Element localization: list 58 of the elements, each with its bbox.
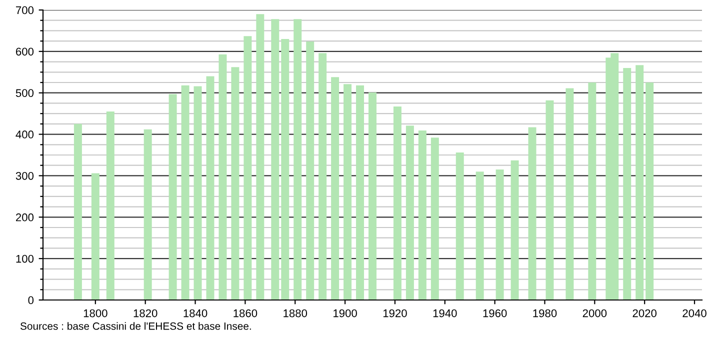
x-tick-label: 1920	[383, 309, 407, 318]
bar	[476, 172, 484, 300]
x-tick-label: 1860	[234, 309, 258, 318]
y-tick-label: 700	[16, 6, 34, 14]
bar	[194, 86, 202, 300]
y-tick-label: 600	[16, 48, 34, 56]
bar	[244, 36, 252, 300]
x-tick-label: 1820	[134, 309, 158, 318]
bar	[231, 67, 240, 300]
bar	[271, 19, 280, 300]
bar	[281, 39, 290, 300]
x-tick-label: 2040	[682, 309, 706, 318]
y-tick-label: 500	[16, 89, 34, 97]
bar	[393, 106, 402, 300]
bar	[106, 112, 114, 300]
bar	[636, 65, 644, 300]
bar	[588, 82, 596, 300]
bar	[430, 138, 439, 300]
bar	[646, 82, 654, 300]
x-tick-label: 1980	[533, 309, 557, 318]
x-tick-label: 1940	[433, 309, 457, 318]
bar	[496, 170, 504, 300]
source-note: Sources : base Cassini de l'EHESS et base Insee.	[20, 322, 251, 330]
bar	[368, 92, 376, 300]
y-tick-label: 0	[28, 296, 34, 304]
bar	[528, 127, 536, 300]
bar	[306, 41, 314, 300]
bar	[623, 68, 632, 300]
bar	[74, 124, 82, 300]
bar	[144, 129, 152, 300]
y-tick-label: 100	[16, 254, 34, 263]
bar	[456, 152, 464, 300]
bar	[181, 85, 190, 300]
bar	[331, 77, 340, 300]
bar	[206, 76, 214, 300]
y-tick-label: 300	[16, 172, 34, 180]
bar	[546, 100, 554, 300]
bar	[256, 14, 264, 300]
x-tick-label: 1880	[284, 309, 308, 318]
y-tick-label: 200	[16, 213, 34, 222]
bar	[91, 173, 100, 300]
x-tick-label: 2020	[632, 309, 657, 318]
bar	[218, 54, 227, 300]
y-tick-label: 400	[16, 130, 34, 138]
bar	[406, 126, 414, 300]
bar	[356, 85, 364, 300]
bar	[344, 84, 352, 300]
bar	[318, 53, 327, 300]
x-tick-label: 1800	[84, 309, 108, 318]
bar	[510, 160, 519, 300]
x-tick-label: 1900	[334, 309, 357, 318]
bar	[294, 19, 302, 300]
x-tick-label: 1840	[184, 309, 208, 318]
x-tick-label: 1960	[483, 309, 507, 318]
bar	[418, 130, 426, 300]
bar	[566, 88, 574, 300]
bar	[168, 94, 177, 300]
x-tick-label: 2000	[582, 309, 607, 318]
